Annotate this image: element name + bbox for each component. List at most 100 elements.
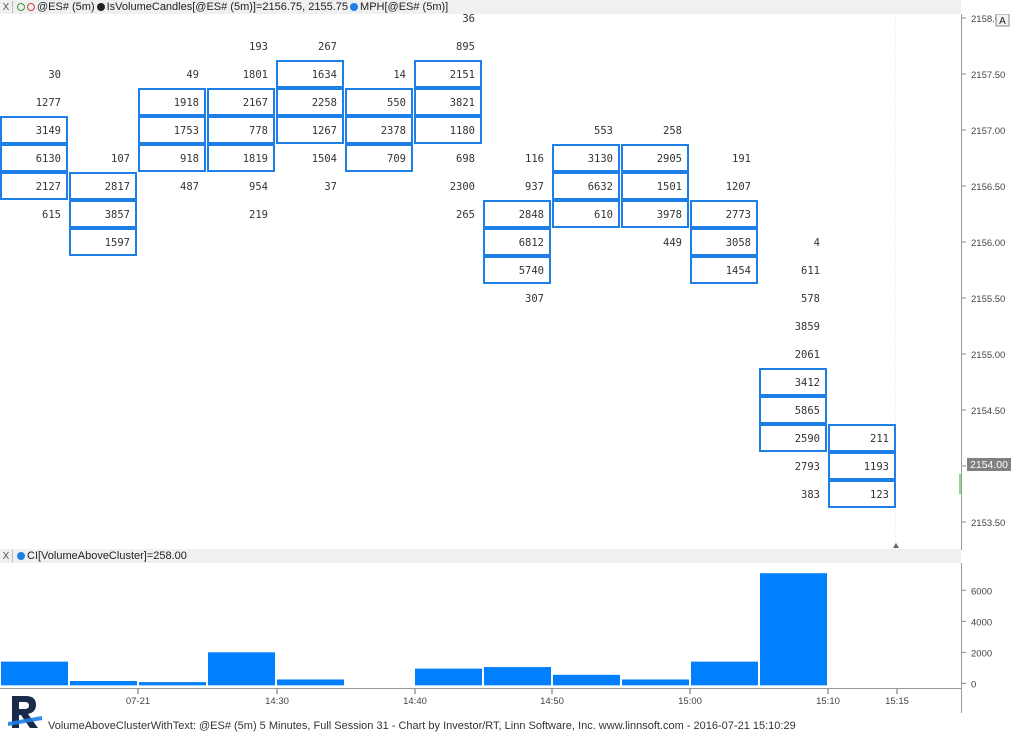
cluster-volume-label: 3821 — [450, 97, 475, 109]
cluster-box — [0, 144, 68, 172]
time-tick-label: 14:30 — [265, 696, 289, 707]
volume-bar — [415, 668, 482, 686]
cluster-cell: 191 — [732, 153, 751, 165]
cluster-box — [483, 200, 551, 228]
cluster-cell: 5865 — [759, 396, 827, 424]
cluster-volume-label: 1753 — [174, 125, 199, 137]
volume-bar — [277, 679, 344, 686]
cluster-box — [0, 172, 68, 200]
cluster-volume-label: 1504 — [312, 153, 337, 165]
cluster-cell: 1180 — [414, 116, 482, 144]
cluster-volume-label: 2773 — [726, 209, 751, 221]
cluster-box — [552, 200, 620, 228]
cluster-cell: 578 — [801, 293, 820, 305]
cluster-volume-label: 1634 — [312, 69, 337, 81]
cluster-volume-label: 1267 — [312, 125, 337, 137]
volume-cluster-chart[interactable]: 2158.00 2157.50 2157.00 2156.50 2156.00 2155.… — [0, 14, 1011, 550]
cluster-box — [345, 116, 413, 144]
cluster-volume-label: 1207 — [726, 181, 751, 193]
price-tick-label: 2154.50 — [971, 406, 1005, 417]
cluster-box — [207, 116, 275, 144]
cluster-volume-label: 116 — [525, 153, 544, 165]
cluster-cell: 3857 — [69, 200, 137, 228]
cluster-volume-label: 1597 — [105, 237, 130, 249]
volume-above-cluster-chart[interactable]: 6000 4000 2000 0 07-21 14:30 14:40 14:50 15:00 1… — [0, 563, 1011, 713]
volume-tick-label: 6000 — [971, 586, 992, 597]
blue-dot-icon — [17, 552, 25, 560]
green-circle-icon — [17, 3, 25, 11]
cluster-cell: 895 — [456, 41, 475, 53]
cluster-volume-label: 487 — [180, 181, 199, 193]
cluster-cell: 383 — [801, 489, 820, 501]
cluster-volume-label: 211 — [870, 433, 889, 445]
cluster-volume-label: 2151 — [450, 69, 475, 81]
cluster-volume-label: 191 — [732, 153, 751, 165]
cluster-box — [621, 172, 689, 200]
cluster-volume-label: 4 — [814, 237, 820, 249]
cluster-cell: 193 — [249, 41, 268, 53]
volume-bar — [691, 661, 758, 686]
cluster-box — [69, 200, 137, 228]
time-tick-label: 15:10 — [816, 696, 840, 707]
cluster-volume-label: 3978 — [657, 209, 682, 221]
cluster-cell: 265 — [456, 209, 475, 221]
cluster-cell: 553 — [594, 125, 613, 137]
cluster-volume-label: 36 — [462, 14, 475, 25]
cluster-cell: 1819 — [207, 144, 275, 172]
cluster-cell: 2378 — [345, 116, 413, 144]
blue-dot-icon — [350, 3, 359, 11]
cluster-box — [138, 88, 206, 116]
auto-scale-button[interactable] — [995, 14, 1010, 27]
cluster-volume-label: 6130 — [36, 153, 61, 165]
close-icon: X — [2, 1, 10, 13]
cluster-volume-label: 2590 — [795, 433, 820, 445]
cluster-cell: 449 — [663, 237, 682, 249]
cluster-cell: 2151 — [414, 60, 482, 88]
cluster-volume-label: 2905 — [657, 153, 682, 165]
volume-bar — [1, 661, 68, 686]
cluster-volume-label: 383 — [801, 489, 820, 501]
cluster-volume-label: 2848 — [519, 209, 544, 221]
cluster-volume-label: 258 — [663, 125, 682, 137]
cluster-cell: 918 — [138, 144, 206, 172]
cluster-box — [414, 60, 482, 88]
price-tick-label: 2155.00 — [971, 350, 1005, 361]
cluster-box — [0, 116, 68, 144]
cluster-volume-label: 778 — [249, 125, 268, 137]
price-tick-label: 2153.50 — [971, 518, 1005, 529]
cluster-box — [621, 144, 689, 172]
red-circle-icon — [27, 3, 35, 11]
cluster-box — [414, 88, 482, 116]
cluster-volume-label: 578 — [801, 293, 820, 305]
cluster-volume-label: 6812 — [519, 237, 544, 249]
cluster-volume-label: 550 — [387, 97, 406, 109]
close-subpane-button[interactable]: X — [0, 550, 13, 562]
cluster-volume-label: 954 — [249, 181, 268, 193]
indicator-volume-candles-label[interactable]: IsVolumeCandles[@ES# (5m)]=2156.75, 2155… — [106, 1, 349, 13]
cluster-volume-label: 2167 — [243, 97, 268, 109]
cluster-cell: 211 — [828, 424, 896, 452]
cluster-volume-label: 3412 — [795, 377, 820, 389]
cluster-volume-label: 267 — [318, 41, 337, 53]
indicator-volume-above-cluster-label[interactable]: CI[VolumeAboveCluster]=258.00 — [27, 550, 187, 562]
volume-tick-label: 0 — [971, 679, 976, 690]
cluster-box — [552, 172, 620, 200]
close-pane-button[interactable]: X — [0, 1, 13, 13]
volume-bar — [553, 674, 620, 686]
price-tick-label: 2158.00 — [971, 14, 1005, 25]
cluster-volume-label: 937 — [525, 181, 544, 193]
cluster-cell: 3978 — [621, 200, 689, 228]
indicator-mph-label[interactable]: MPH[@ES# (5m)] — [360, 1, 449, 13]
cluster-cell: 2793 — [795, 461, 820, 473]
cluster-cell: 49 — [186, 69, 199, 81]
cluster-box — [690, 200, 758, 228]
cluster-cell: 1267 — [276, 116, 344, 144]
cluster-cell: 30 — [48, 69, 61, 81]
cluster-volume-label: 610 — [594, 209, 613, 221]
cluster-cell: 107 — [111, 153, 130, 165]
cluster-box — [69, 228, 137, 256]
cluster-volume-label: 107 — [111, 153, 130, 165]
cluster-box — [759, 368, 827, 396]
symbol-label[interactable]: @ES# (5m) — [37, 1, 95, 13]
cluster-cell: 709 — [345, 144, 413, 172]
